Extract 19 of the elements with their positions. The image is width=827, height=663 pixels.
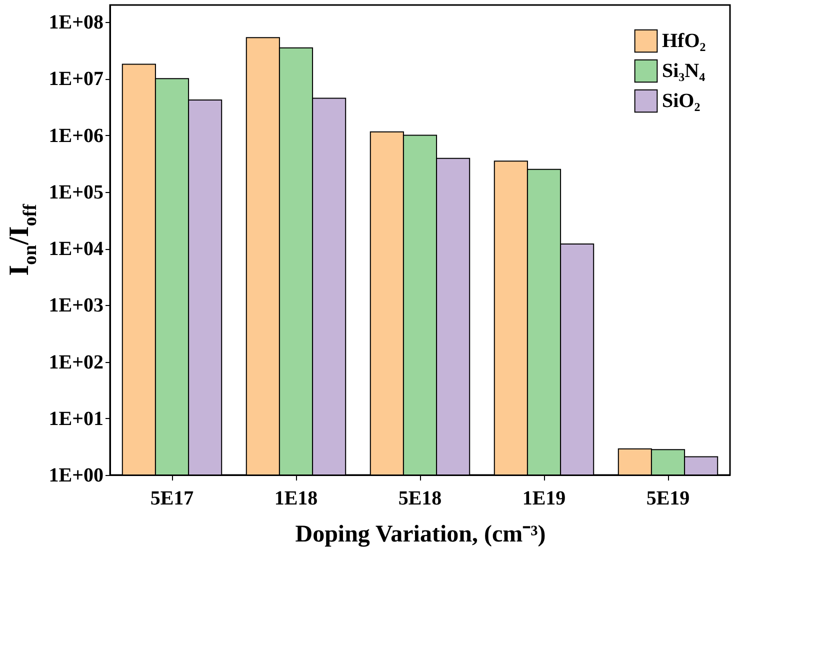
x-tick-label: 5E19 bbox=[646, 488, 690, 510]
x-tick-label: 5E17 bbox=[150, 488, 194, 510]
y-tick-label: 1E+06 bbox=[48, 124, 104, 147]
y-tick-label: 1E+00 bbox=[48, 464, 104, 486]
y-tick-label: 1E+01 bbox=[48, 408, 104, 430]
legend-label: Si₃N₄ bbox=[662, 60, 706, 82]
y-tick-label: 1E+07 bbox=[48, 68, 104, 90]
y-tick-label: 1E+05 bbox=[48, 181, 104, 204]
y-tick-label: 1E+03 bbox=[48, 294, 104, 317]
x-tick-label: 1E18 bbox=[274, 488, 318, 510]
legend-label: HfO₂ bbox=[662, 30, 706, 52]
y-tick-label: 1E+02 bbox=[48, 351, 104, 374]
y-axis-title: Ion/Ioff bbox=[4, 203, 41, 276]
x-tick-label: 1E19 bbox=[522, 488, 566, 510]
x-axis-title: Doping Variation, (cm⁻³) bbox=[295, 522, 546, 548]
legend-label: SiO₂ bbox=[662, 90, 700, 112]
y-tick-label: 1E+08 bbox=[48, 12, 104, 34]
x-tick-label: 5E18 bbox=[398, 488, 442, 510]
y-tick-label: 1E+04 bbox=[48, 238, 104, 260]
